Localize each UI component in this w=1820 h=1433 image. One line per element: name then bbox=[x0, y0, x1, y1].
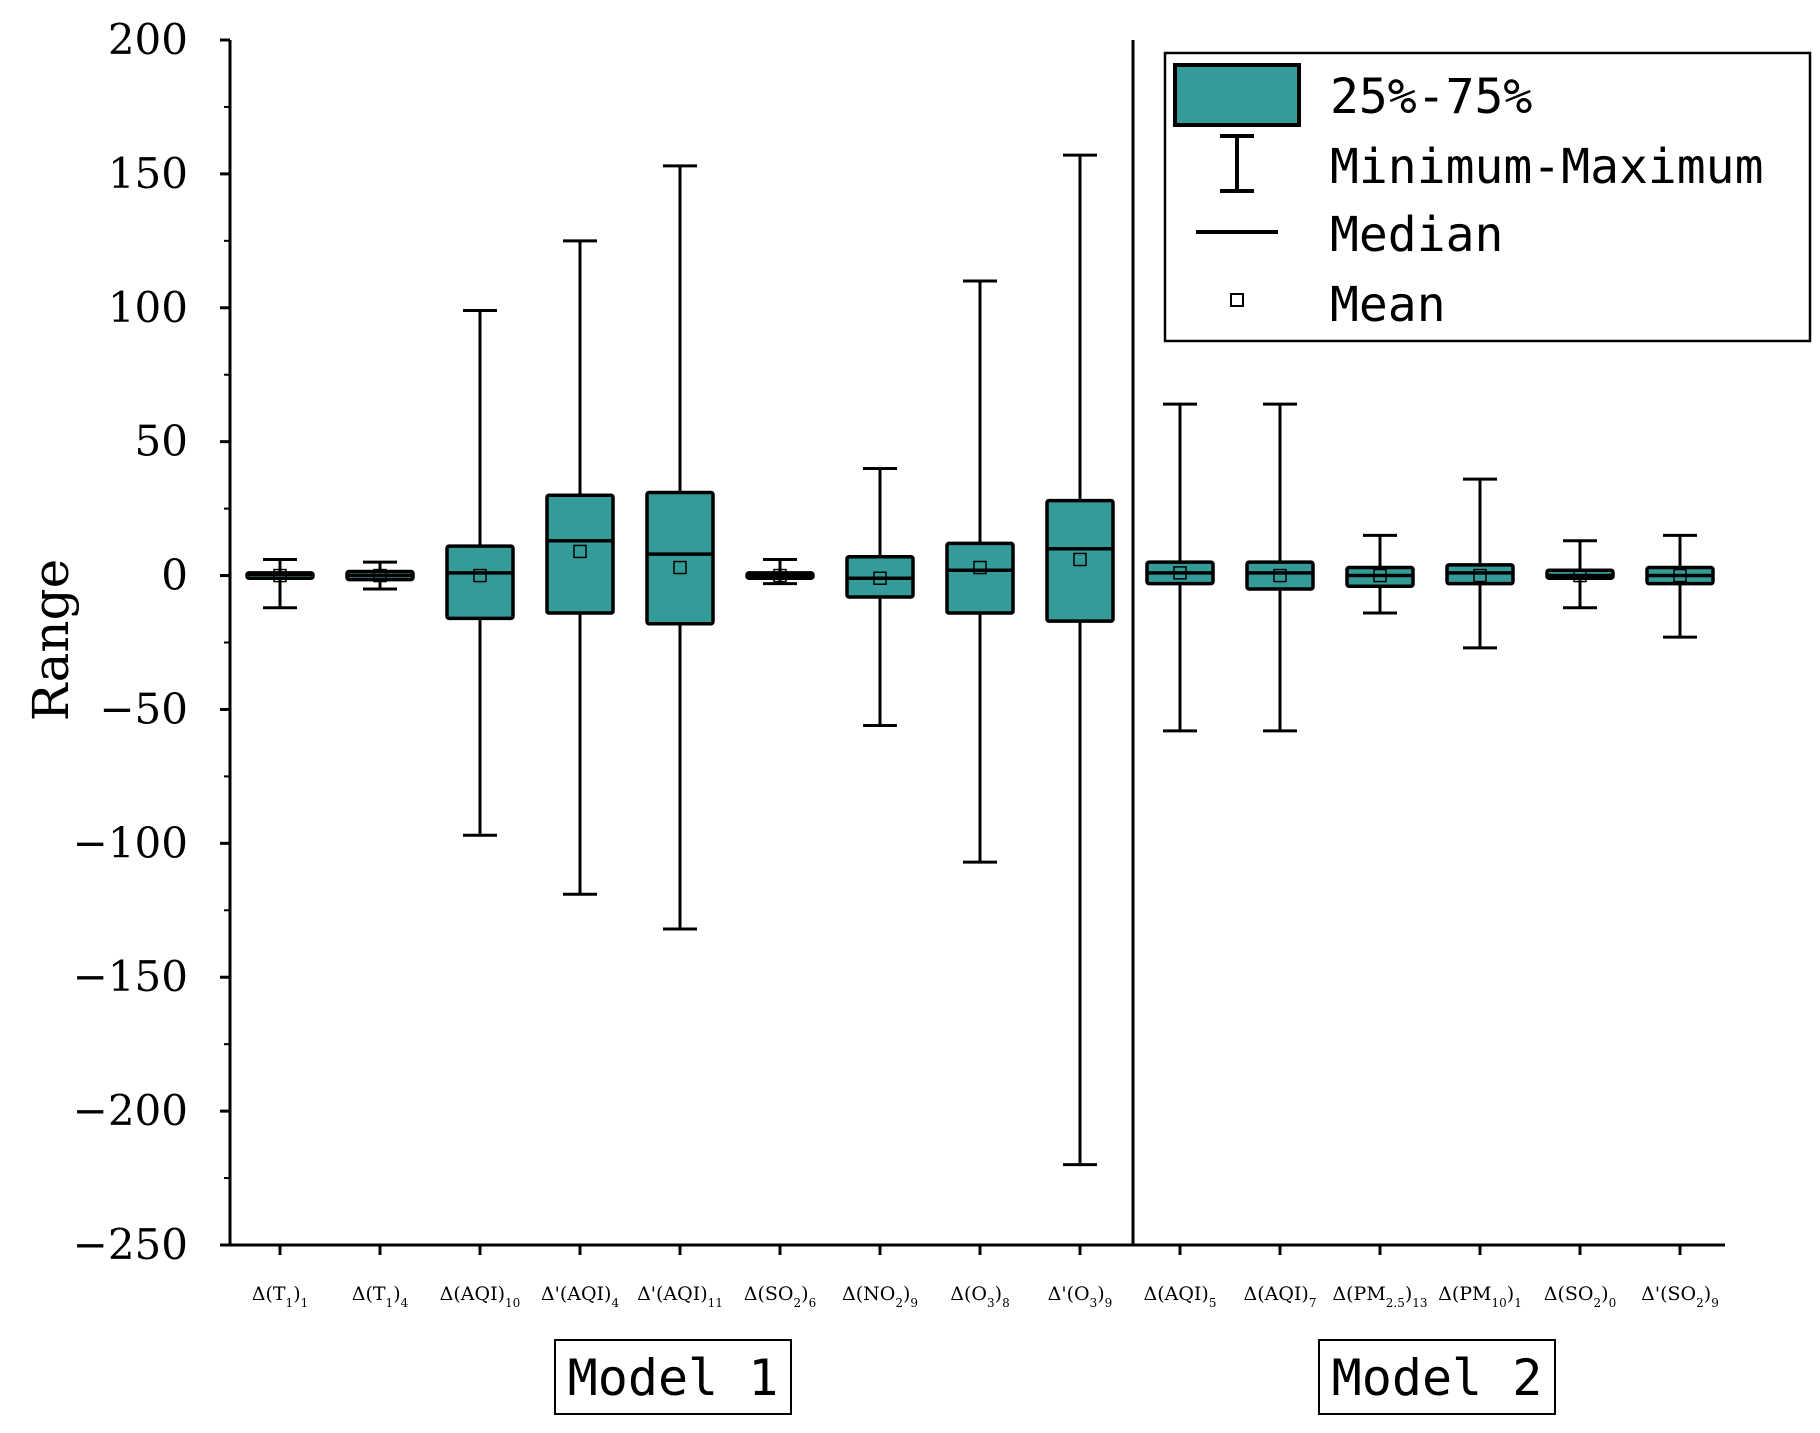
y-axis-label: Range bbox=[22, 559, 80, 721]
mean-marker bbox=[273, 568, 287, 583]
category-label: Δ(AQI)5 bbox=[1144, 1283, 1217, 1310]
mean-marker bbox=[873, 571, 887, 585]
iqr-box bbox=[545, 493, 615, 615]
y-tick-label: −50 bbox=[99, 684, 188, 733]
mean-marker bbox=[773, 568, 787, 583]
mean-marker bbox=[573, 544, 587, 559]
category-label: Δ(T1)4 bbox=[352, 1283, 409, 1310]
box-13 bbox=[1445, 477, 1515, 1255]
box-7 bbox=[845, 466, 915, 1255]
mean-marker bbox=[1373, 568, 1387, 583]
category-label: Δ'(AQI)4 bbox=[541, 1283, 620, 1310]
box-1 bbox=[245, 557, 315, 1255]
box-11 bbox=[1245, 402, 1315, 1255]
category-label: Δ(SO2)0 bbox=[1544, 1283, 1616, 1310]
category-label: Δ(AQI)7 bbox=[1244, 1283, 1317, 1310]
mean-marker bbox=[1673, 568, 1687, 583]
y-tick-label: 0 bbox=[161, 551, 188, 600]
group-label-model-1-text: Model 1 bbox=[568, 1349, 779, 1407]
group-label-model-2-text: Model 2 bbox=[1332, 1349, 1543, 1407]
legend-median-label: Median bbox=[1330, 207, 1503, 263]
box-15 bbox=[1645, 533, 1715, 1255]
mean-marker bbox=[1273, 568, 1287, 583]
group-label-model-2-frame bbox=[1318, 1339, 1556, 1415]
box-6 bbox=[745, 557, 815, 1255]
y-axis-ticks: 200 150 100 50 0 −50 −100 −150 −200 −250 bbox=[73, 15, 230, 1269]
category-label: Δ'(SO2)9 bbox=[1641, 1283, 1719, 1310]
iqr-box bbox=[645, 490, 715, 626]
mean-marker bbox=[1073, 552, 1087, 567]
legend-mean-label: Mean bbox=[1330, 277, 1446, 333]
box-8 bbox=[945, 279, 1015, 1255]
group-label-model-2: Model 2 bbox=[1318, 1339, 1556, 1415]
mean-marker bbox=[673, 560, 687, 575]
box-5 bbox=[645, 164, 715, 1255]
legend-whisker-swatch bbox=[1220, 134, 1254, 193]
mean-marker bbox=[1473, 568, 1487, 583]
x-axis-categories: Δ(T1)1 Δ(T1)4 Δ(AQI)10 Δ'(AQI)4 Δ'(AQI)11 Δ(S… bbox=[252, 1283, 1719, 1310]
box-9 bbox=[1045, 153, 1115, 1255]
group-label-model-1: Model 1 bbox=[554, 1339, 792, 1415]
box-2 bbox=[345, 560, 415, 1255]
group-label-model-1-frame bbox=[554, 1339, 792, 1415]
box-4 bbox=[545, 239, 615, 1255]
box-10 bbox=[1145, 402, 1215, 1255]
iqr-box bbox=[1245, 560, 1315, 591]
category-label: Δ(AQI)10 bbox=[440, 1283, 521, 1310]
category-label: Δ(PM2.5)13 bbox=[1332, 1283, 1427, 1310]
legend-mean-swatch bbox=[1230, 293, 1244, 307]
category-label: Δ'(O3)9 bbox=[1048, 1283, 1113, 1310]
legend-box-swatch bbox=[1173, 63, 1301, 127]
category-label: Δ'(AQI)11 bbox=[637, 1283, 723, 1310]
y-tick-label: 50 bbox=[135, 417, 188, 466]
legend-box-label: 25%-75% bbox=[1330, 69, 1532, 125]
iqr-box bbox=[1045, 498, 1115, 623]
y-tick-label: 150 bbox=[108, 149, 188, 198]
category-label: Δ(O3)8 bbox=[950, 1283, 1009, 1310]
y-tick-label: −150 bbox=[73, 952, 188, 1001]
boxes bbox=[245, 153, 1715, 1255]
box-12 bbox=[1345, 533, 1415, 1255]
mean-marker bbox=[1173, 566, 1187, 580]
legend-whisker-label: Minimum-Maximum bbox=[1330, 139, 1763, 195]
mean-marker bbox=[1573, 568, 1587, 583]
iqr-box bbox=[945, 541, 1015, 615]
mean-marker bbox=[373, 568, 387, 583]
box-14 bbox=[1545, 539, 1615, 1255]
y-tick-label: 200 bbox=[108, 15, 188, 64]
legend: 25%-75% Minimum-Maximum Median Mean bbox=[1163, 51, 1812, 343]
category-label: Δ(NO2)9 bbox=[842, 1283, 918, 1310]
category-label: Δ(T1)1 bbox=[252, 1283, 309, 1310]
box-3 bbox=[445, 308, 515, 1255]
category-label: Δ(PM10)1 bbox=[1438, 1283, 1522, 1310]
y-tick-label: 100 bbox=[108, 283, 188, 332]
y-tick-label: −250 bbox=[73, 1220, 188, 1269]
category-label: Δ(SO2)6 bbox=[744, 1283, 816, 1310]
mean-marker bbox=[473, 568, 487, 583]
y-tick-label: −200 bbox=[73, 1086, 188, 1135]
y-tick-label: −100 bbox=[73, 818, 188, 867]
mean-marker bbox=[973, 560, 987, 575]
